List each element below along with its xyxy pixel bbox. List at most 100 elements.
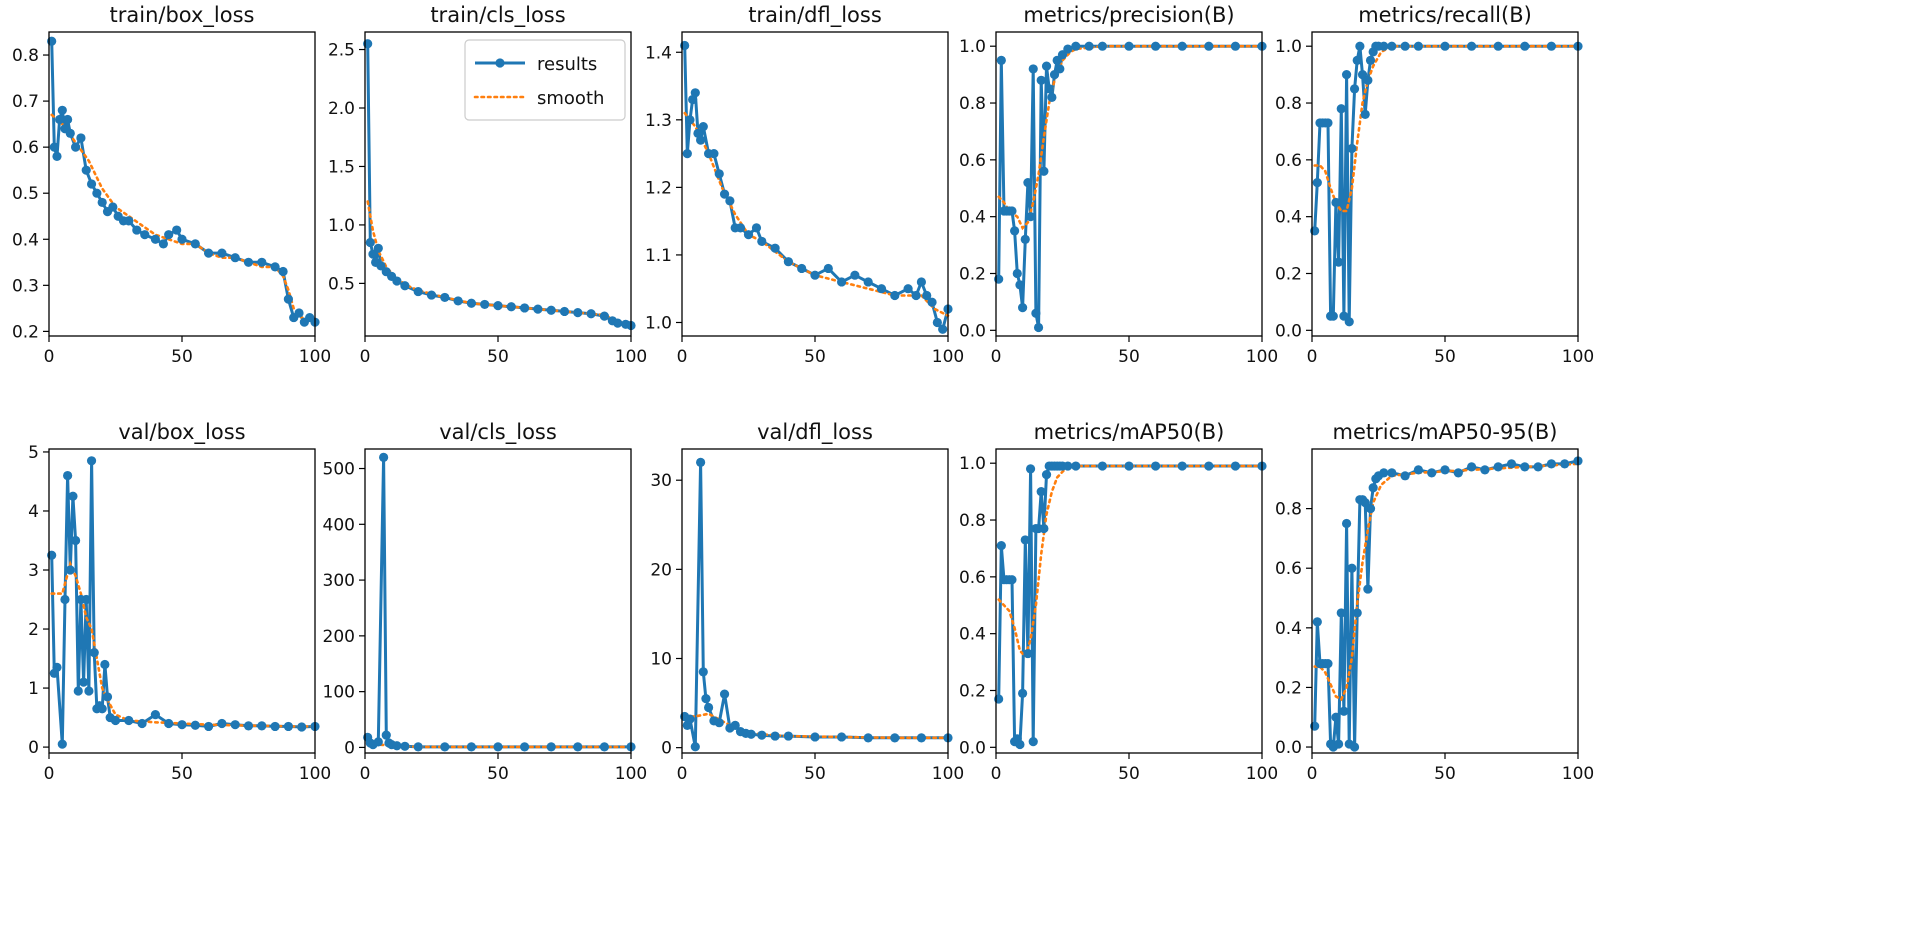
chart-title: train/dfl_loss — [748, 3, 882, 28]
x-tick-label: 50 — [1434, 764, 1456, 784]
y-tick-label: 0.2 — [1275, 264, 1302, 284]
data-point — [1363, 584, 1373, 594]
data-point — [164, 230, 174, 240]
data-point — [1018, 302, 1028, 313]
x-tick-label: 100 — [615, 347, 647, 367]
data-point — [709, 149, 719, 159]
data-point — [810, 732, 820, 742]
data-point — [392, 741, 402, 751]
y-tick-label: 1.0 — [328, 216, 355, 236]
x-tick-label: 0 — [1307, 764, 1318, 784]
series-line-smooth — [683, 111, 950, 318]
data-point — [89, 648, 99, 658]
data-point — [1151, 41, 1161, 51]
data-point — [1520, 462, 1530, 472]
x-tick-label: 50 — [487, 347, 509, 367]
chart-title: val/cls_loss — [439, 420, 557, 445]
data-point — [1546, 41, 1556, 51]
data-point — [1063, 461, 1073, 471]
x-tick-label: 100 — [1246, 347, 1278, 367]
data-point — [65, 128, 75, 138]
data-point — [1044, 84, 1054, 94]
y-tick-label: 1.5 — [328, 157, 355, 177]
data-point — [1018, 688, 1028, 698]
data-point — [1025, 212, 1036, 222]
x-tick-label: 50 — [1118, 347, 1140, 367]
data-point — [546, 742, 556, 752]
data-point — [714, 169, 724, 179]
data-point — [685, 714, 695, 724]
x-tick-label: 50 — [804, 764, 826, 784]
data-point — [1440, 41, 1450, 51]
x-tick-label: 100 — [1562, 347, 1594, 367]
data-point — [938, 324, 948, 334]
y-tick-label: 0.2 — [1275, 678, 1302, 698]
y-tick-label: 300 — [323, 571, 355, 591]
data-point — [243, 721, 254, 731]
data-point — [1344, 317, 1354, 327]
data-point — [1413, 41, 1423, 51]
data-point — [1028, 737, 1038, 747]
data-point — [55, 114, 65, 125]
y-tick-label: 0.8 — [959, 511, 986, 531]
data-point — [757, 730, 767, 740]
data-point — [278, 266, 288, 277]
chart-panel: val/dfl_loss 0 50 100 0 10 20 30 — [650, 420, 964, 784]
data-point — [1352, 55, 1362, 66]
x-tick-label: 0 — [1307, 347, 1318, 367]
data-point — [1360, 109, 1370, 119]
data-point — [172, 225, 182, 235]
data-point — [440, 292, 450, 303]
data-point — [783, 257, 794, 267]
y-tick-label: 1.3 — [645, 111, 672, 131]
data-point — [1352, 608, 1362, 618]
data-point — [413, 742, 423, 752]
data-point — [1365, 55, 1376, 66]
data-point — [1097, 41, 1107, 51]
data-point — [190, 720, 200, 730]
data-point — [78, 677, 89, 687]
data-point — [1055, 64, 1065, 74]
x-tick-label: 0 — [991, 347, 1002, 367]
x-tick-label: 100 — [299, 764, 331, 784]
data-point — [696, 457, 706, 467]
y-tick-label: 3 — [28, 561, 39, 581]
data-point — [204, 248, 214, 258]
chart-panel: train/dfl_loss 0 50 100 1.0 1.1 1.2 1.3 1.4 — [645, 3, 964, 367]
data-point — [1007, 575, 1017, 585]
data-point — [124, 715, 134, 726]
data-point — [124, 216, 134, 226]
data-point — [520, 742, 530, 752]
y-tick-label: 0.4 — [1275, 619, 1302, 639]
data-point — [466, 298, 476, 308]
data-point — [453, 296, 463, 306]
data-point — [68, 491, 78, 501]
data-point — [1041, 469, 1052, 480]
data-point — [685, 115, 695, 125]
data-point — [696, 135, 706, 145]
data-point — [158, 239, 168, 249]
data-point — [1347, 563, 1357, 573]
data-point — [1312, 177, 1322, 188]
y-tick-label: 2 — [28, 620, 39, 640]
series-line-results — [683, 460, 948, 749]
data-point — [1467, 462, 1477, 472]
data-point — [57, 739, 67, 749]
data-point — [586, 309, 596, 319]
data-point — [368, 249, 378, 259]
chart-title: metrics/recall(B) — [1358, 3, 1532, 27]
chart-title: metrics/precision(B) — [1023, 3, 1234, 27]
data-point — [520, 303, 530, 313]
data-point — [132, 225, 142, 235]
data-point — [1331, 197, 1341, 208]
data-point — [1379, 41, 1389, 51]
data-point — [413, 286, 423, 297]
y-tick-label: 0.8 — [12, 46, 39, 66]
data-point — [506, 302, 516, 312]
data-point — [140, 230, 150, 240]
x-tick-label: 100 — [932, 347, 964, 367]
y-tick-label: 1.0 — [1275, 37, 1302, 57]
data-point — [1023, 177, 1033, 188]
data-point — [810, 270, 820, 280]
